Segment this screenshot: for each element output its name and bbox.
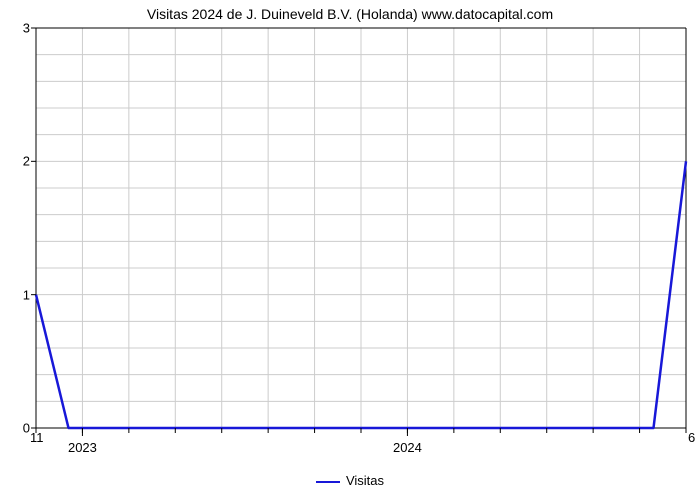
grid-vertical <box>36 28 686 428</box>
y-tick-label: 0 <box>0 421 30 436</box>
x-corner-left-label: 11 <box>30 430 44 445</box>
chart-title: Visitas 2024 de J. Duineveld B.V. (Holan… <box>0 6 700 22</box>
x-tick-label: 2023 <box>68 440 97 455</box>
plot-area <box>36 28 686 428</box>
x-tick-label: 2024 <box>393 440 422 455</box>
legend-swatch <box>316 481 340 483</box>
y-tick-label: 2 <box>0 154 30 169</box>
legend-label: Visitas <box>346 473 384 488</box>
y-tick-marks <box>31 28 36 428</box>
chart-svg <box>36 28 686 428</box>
legend: Visitas <box>0 473 700 488</box>
x-corner-right-label: 6 <box>688 430 695 445</box>
y-tick-label: 1 <box>0 287 30 302</box>
chart-container: Visitas 2024 de J. Duineveld B.V. (Holan… <box>0 0 700 500</box>
y-tick-label: 3 <box>0 21 30 36</box>
